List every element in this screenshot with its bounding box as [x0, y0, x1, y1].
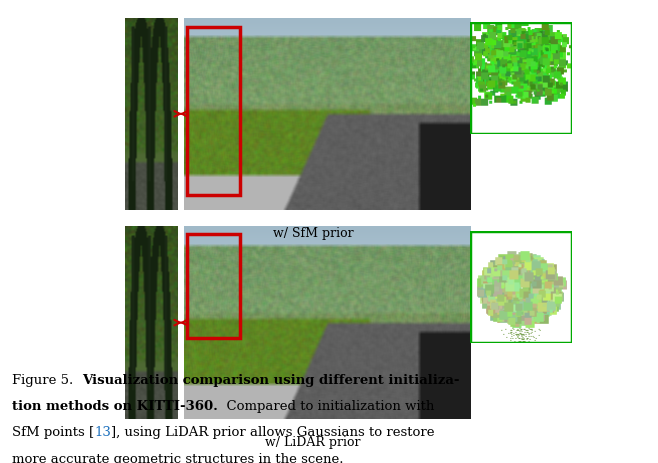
Bar [187, 235, 240, 338]
Text: Visualization comparison using different initializa-: Visualization comparison using different… [82, 373, 459, 386]
Text: more accurate geometric structures in the scene.: more accurate geometric structures in th… [12, 452, 343, 463]
Bar [187, 28, 240, 195]
Text: w/ SfM prior: w/ SfM prior [272, 227, 353, 240]
Text: w/ LiDAR prior: w/ LiDAR prior [265, 435, 361, 448]
Text: Figure 5.: Figure 5. [12, 373, 82, 386]
Text: ], using LiDAR prior allows Gaussians to restore: ], using LiDAR prior allows Gaussians to… [111, 425, 434, 438]
Text: 13: 13 [94, 425, 111, 438]
Text: tion methods on KITTI-360.: tion methods on KITTI-360. [12, 399, 218, 412]
Text: Compared to initialization with: Compared to initialization with [218, 399, 434, 412]
Text: SfM points [: SfM points [ [12, 425, 94, 438]
